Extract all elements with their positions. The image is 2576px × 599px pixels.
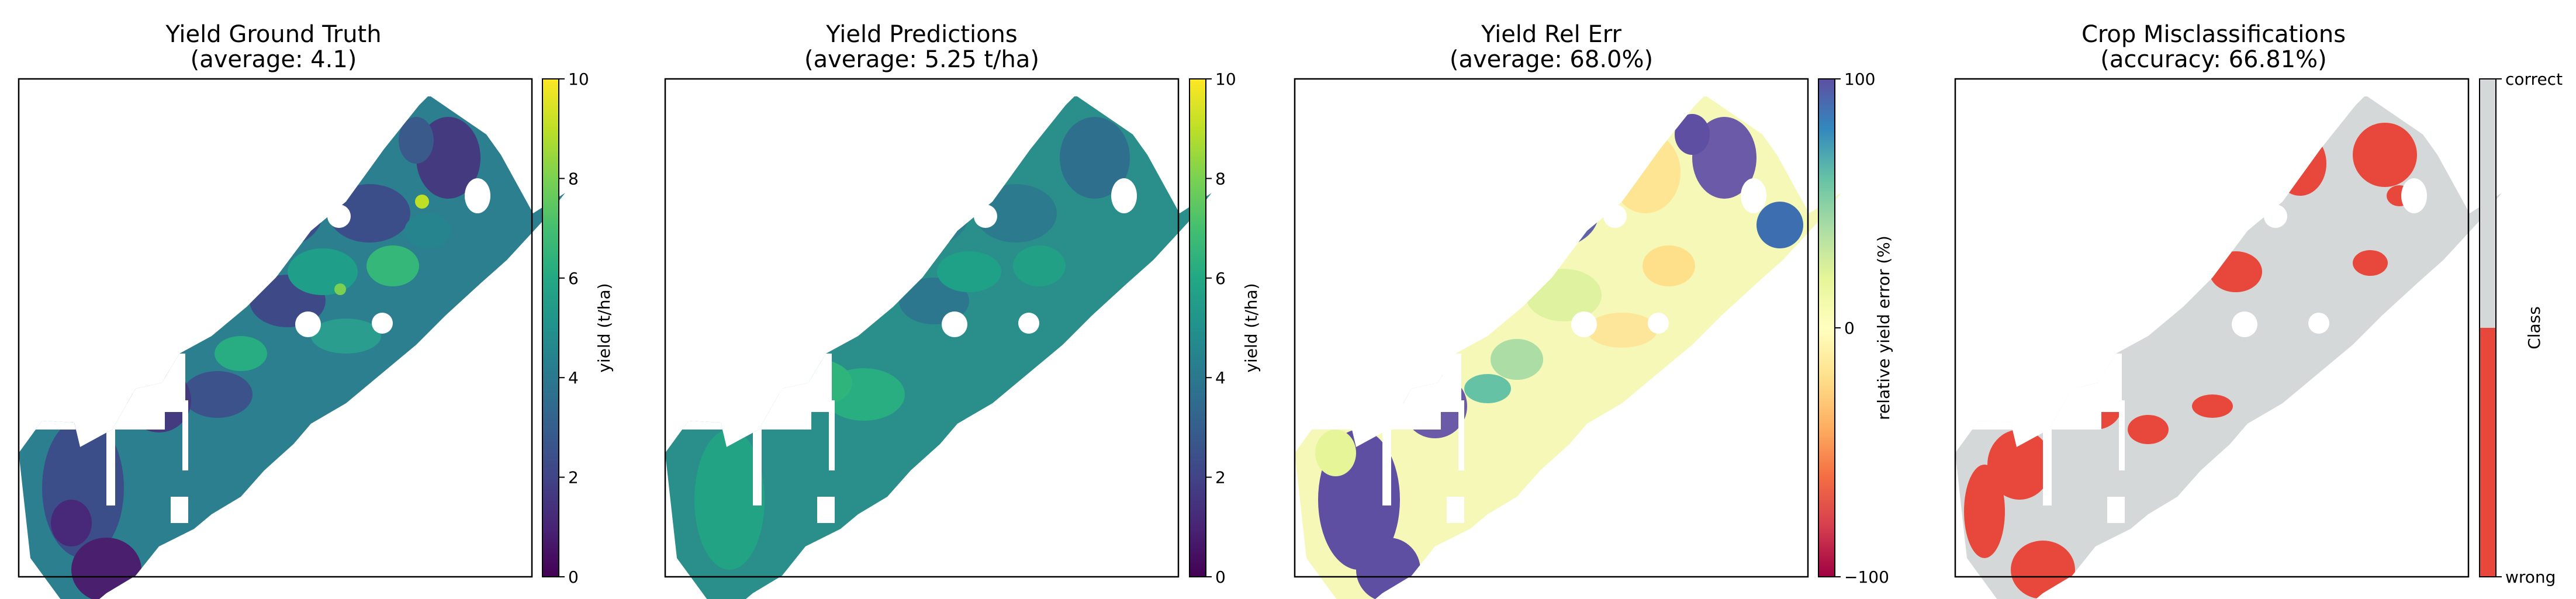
colorbar-yield-predictions: 0 2 4 6 8 10 yield (t/ha) bbox=[1189, 70, 1261, 587]
colorbar-segment-wrong bbox=[2480, 328, 2496, 577]
colorbar-yield-rel-err: −100 0 100 relative yield error (%) bbox=[1818, 70, 1893, 587]
colorbar-tick-label: 2 bbox=[568, 468, 579, 487]
panel-yield-ground-truth: Yield Ground Truth (average: 4.1) bbox=[18, 21, 614, 599]
panel-yield-predictions: Yield Predictions (average: 5.25 t/ha) bbox=[664, 21, 1261, 599]
plot-frame bbox=[1954, 78, 2470, 578]
heatmap-yield-predictions bbox=[665, 96, 1212, 599]
colorbar-label: Class bbox=[2525, 306, 2544, 349]
colorbar-crop-class: wrong correct Class bbox=[2479, 70, 2563, 587]
colorbar-tick-label: 4 bbox=[1215, 368, 1226, 387]
colorbar-tick-label: 10 bbox=[1215, 70, 1236, 89]
chart-subtitle: (average: 68.0%) bbox=[1450, 46, 1653, 73]
chart-subtitle: (accuracy: 66.81%) bbox=[2100, 46, 2326, 73]
chart-subtitle: (average: 4.1) bbox=[191, 46, 357, 73]
colorbar-tick-label: 0 bbox=[1215, 567, 1226, 587]
chart-title: Yield Predictions bbox=[825, 21, 1018, 48]
colorbar-category-label: wrong bbox=[2505, 567, 2556, 587]
colorbar-label: yield (t/ha) bbox=[1242, 283, 1261, 372]
colorbar-tick-label: 4 bbox=[568, 368, 579, 387]
colorbar-tick-label: 6 bbox=[1215, 269, 1226, 288]
chart-title: Yield Ground Truth bbox=[165, 21, 381, 48]
plot-frame bbox=[664, 78, 1180, 578]
colorbar-tick-label: 0 bbox=[1844, 318, 1855, 338]
heatmap-yield-ground-truth bbox=[19, 96, 565, 599]
colorbar-tick-label: −100 bbox=[1844, 567, 1889, 587]
colorbar-tick-label: 6 bbox=[568, 269, 579, 288]
colorbar-label: yield (t/ha) bbox=[594, 283, 614, 372]
plot-frame bbox=[1294, 78, 1809, 578]
panel-crop-misclassifications: Crop Misclassifications (accuracy: 66.81… bbox=[1954, 21, 2563, 599]
colorbar-tick-label: 8 bbox=[568, 169, 579, 188]
colorbar-category-label: correct bbox=[2505, 70, 2563, 89]
colorbar-yield-ground-truth: 0 2 4 6 8 10 yield (t/ha) bbox=[542, 70, 614, 587]
chart-title: Crop Misclassifications bbox=[2081, 21, 2346, 48]
colorbar-label: relative yield error (%) bbox=[1874, 236, 1893, 420]
colorbar-tick-label: 10 bbox=[568, 70, 589, 89]
chart-title: Yield Rel Err bbox=[1481, 21, 1621, 48]
heatmap-crop-misclassifications bbox=[1955, 96, 2502, 599]
colorbar-tick-label: 0 bbox=[568, 567, 579, 587]
colorbar-segment-correct bbox=[2480, 79, 2496, 328]
panel-yield-rel-err: Yield Rel Err (average: 68.0%) bbox=[1294, 21, 1893, 599]
colorbar-tick-label: 8 bbox=[1215, 169, 1226, 188]
heatmap-yield-rel-err bbox=[1295, 96, 1841, 599]
colorbar-tick-label: 2 bbox=[1215, 468, 1226, 487]
colorbar-tick-label: 100 bbox=[1844, 70, 1875, 89]
plot-frame bbox=[18, 78, 533, 578]
chart-subtitle: (average: 5.25 t/ha) bbox=[804, 46, 1039, 73]
